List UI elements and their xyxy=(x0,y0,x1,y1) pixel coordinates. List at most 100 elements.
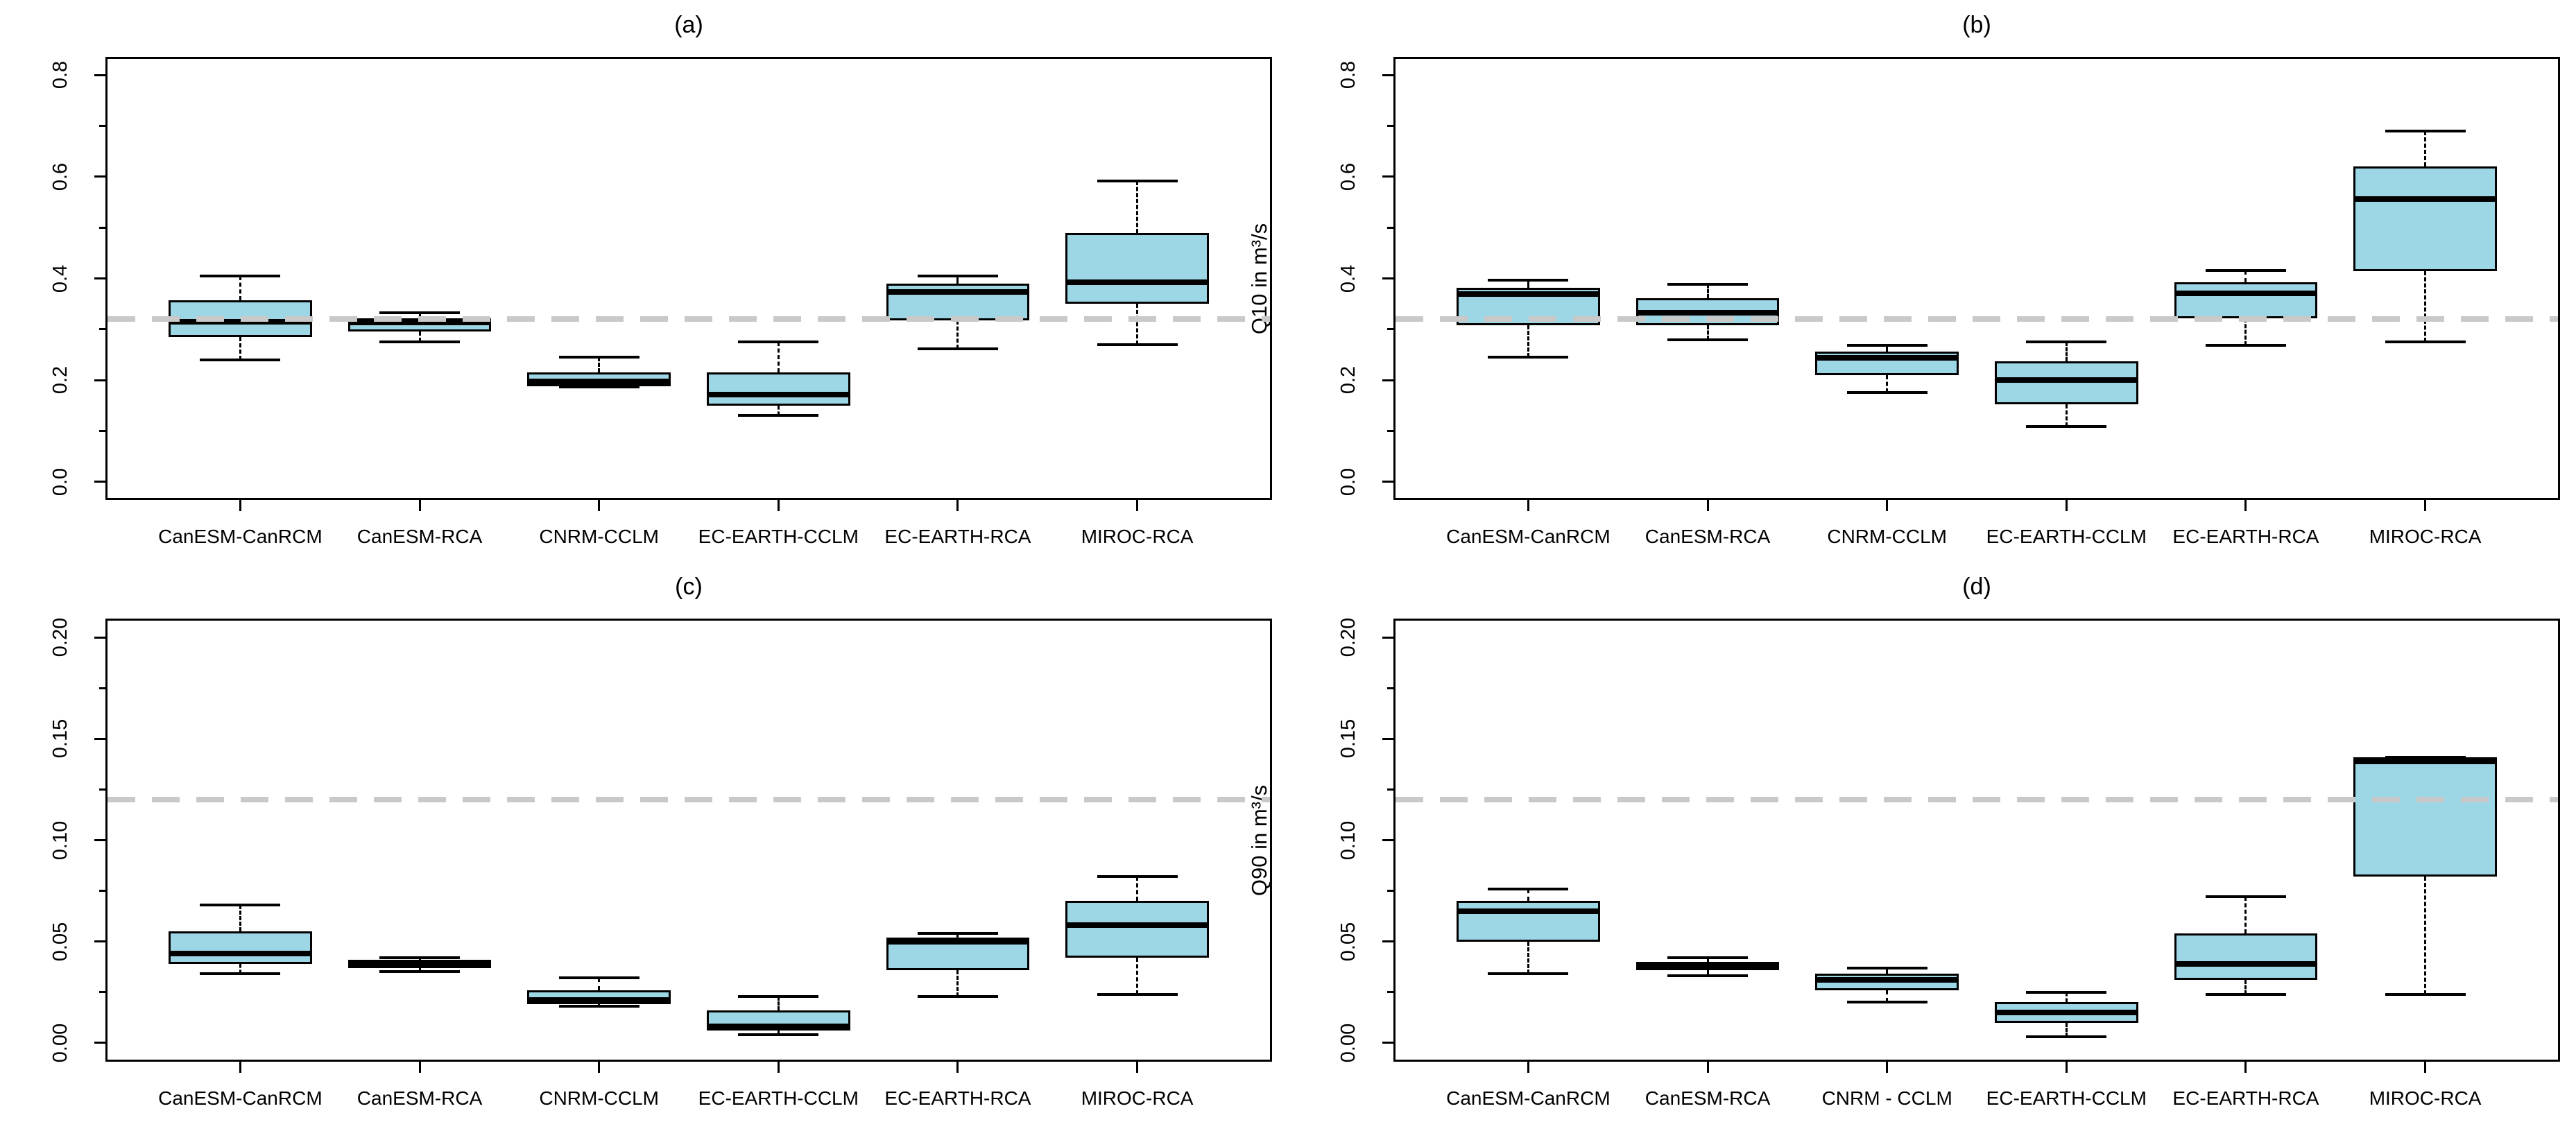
y-axis-title-d: Q90 in m³/s xyxy=(1247,784,1271,896)
panel-a: (a) Q10 in m³/s 0.0 0.2 0.4 0.6 0.8 CanESM-CanR… xyxy=(0,0,1288,569)
lower-whisker-stem xyxy=(418,331,421,343)
lower-whisker-cap xyxy=(2206,992,2286,996)
x-tick-label: EC-EARTH-CCLM xyxy=(1986,526,2147,547)
lower-whisker-cap xyxy=(558,1005,639,1008)
upper-whisker-cap xyxy=(738,994,819,998)
lower-whisker-cap xyxy=(200,972,281,976)
y-tick-label: 0.8 xyxy=(49,61,71,89)
lower-whisker-stem xyxy=(2424,270,2427,343)
x-tick-mark xyxy=(418,1062,421,1073)
lower-whisker-stem xyxy=(2065,1022,2068,1037)
median-line xyxy=(2353,196,2498,202)
lower-whisker-cap xyxy=(2026,1035,2107,1038)
box-MIROC-RCA xyxy=(1065,232,1210,304)
median-line xyxy=(1635,963,1780,969)
y-axis-title-b: Q10 in m³/s xyxy=(1247,223,1271,334)
x-tick-label: EC-EARTH-CCLM xyxy=(1986,1087,2147,1109)
x-tick-label: CNRM-CCLM xyxy=(1827,526,1947,547)
x-tick-mark xyxy=(239,1062,241,1073)
upper-whisker-stem xyxy=(239,275,241,300)
x-tick-mark xyxy=(418,500,421,511)
y-minor-tick-mark xyxy=(1387,687,1393,689)
y-tick-mark xyxy=(94,379,105,381)
y-tick-label: 0.2 xyxy=(49,365,71,395)
x-tick-mark xyxy=(2244,1062,2247,1073)
median-line xyxy=(1815,354,1959,361)
upper-whisker-stem xyxy=(598,978,601,990)
y-minor-tick-mark xyxy=(99,125,105,128)
x-tick-label: EC-EARTH-RCA xyxy=(2172,526,2319,547)
upper-whisker-cap xyxy=(558,976,639,980)
lower-whisker-stem xyxy=(1136,304,1139,345)
upper-whisker-cap xyxy=(738,340,819,344)
reference-dashed-line xyxy=(1396,797,2558,803)
lower-whisker-stem xyxy=(2244,980,2247,994)
median-line xyxy=(1065,922,1210,929)
median-line xyxy=(2353,758,2498,764)
x-tick-mark xyxy=(1706,1062,1709,1073)
lower-whisker-stem xyxy=(2424,877,2427,994)
x-tick-mark xyxy=(1136,500,1139,511)
upper-whisker-cap xyxy=(1846,966,1927,969)
y-minor-tick-mark xyxy=(99,429,105,432)
x-tick-mark xyxy=(777,1062,780,1073)
box-MIROC-RCA xyxy=(2353,166,2498,271)
median-line xyxy=(706,391,850,397)
x-tick-label: CNRM-CCLM xyxy=(539,1087,659,1109)
x-tick-mark xyxy=(598,1062,601,1073)
lower-whisker-cap xyxy=(1488,356,1569,359)
y-tick-label: 0.6 xyxy=(1337,162,1359,191)
lower-whisker-stem xyxy=(777,405,780,416)
x-tick-label: MIROC-RCA xyxy=(1081,526,1194,547)
lower-whisker-cap xyxy=(1488,972,1569,976)
lower-whisker-cap xyxy=(1097,992,1178,996)
y-tick-mark xyxy=(1382,175,1393,178)
x-tick-label: CanESM-RCA xyxy=(357,526,483,547)
panel-c: (c) Q90 in m³/s 0.00 0.05 0.10 0.15 0.20 CanESM… xyxy=(0,569,1288,1138)
x-tick-mark xyxy=(956,1062,959,1073)
y-tick-label: 0.4 xyxy=(49,264,71,293)
reference-dashed-line xyxy=(108,316,1270,322)
upper-whisker-stem xyxy=(2244,270,2247,282)
x-tick-label: CanESM-RCA xyxy=(1645,1087,1771,1109)
upper-whisker-stem xyxy=(1706,958,1709,962)
x-tick-label: EC-EARTH-RCA xyxy=(884,526,1031,547)
panel-title-b: (b) xyxy=(1962,12,1991,38)
upper-whisker-cap xyxy=(1488,887,1569,890)
y-minor-tick-mark xyxy=(1387,226,1393,229)
panel-d: (d) Q90 in m³/s 0.00 0.05 0.10 0.15 0.20 CanESM… xyxy=(1247,569,2576,1138)
lower-whisker-cap xyxy=(2385,992,2466,996)
lower-whisker-cap xyxy=(738,414,819,417)
x-tick-mark xyxy=(2424,1062,2427,1073)
x-tick-mark xyxy=(239,500,241,511)
lower-whisker-cap xyxy=(918,347,998,350)
y-tick-label: 0.20 xyxy=(1337,618,1359,657)
lower-whisker-stem xyxy=(1886,990,1889,1003)
upper-whisker-stem xyxy=(1136,877,1139,902)
lower-whisker-stem xyxy=(2065,404,2068,427)
x-tick-label: CanESM-CanRCM xyxy=(158,526,323,547)
x-tick-label: CNRM-CCLM xyxy=(539,526,659,547)
y-tick-mark xyxy=(1382,636,1393,639)
box-EC-EARTH-RCA xyxy=(2174,282,2318,318)
upper-whisker-stem xyxy=(1886,967,1889,974)
lower-whisker-cap xyxy=(558,386,639,389)
x-tick-mark xyxy=(956,500,959,511)
x-tick-label: MIROC-RCA xyxy=(1081,1087,1194,1109)
y-tick-label: 0.05 xyxy=(49,922,71,961)
median-line xyxy=(886,288,1030,295)
lower-whisker-stem xyxy=(1706,969,1709,976)
y-tick-label: 0.15 xyxy=(1337,719,1359,759)
y-tick-label: 0.10 xyxy=(1337,820,1359,860)
upper-whisker-cap xyxy=(1667,956,1748,959)
y-tick-label: 0.2 xyxy=(1337,365,1359,395)
y-tick-mark xyxy=(94,175,105,178)
y-tick-mark xyxy=(1382,379,1393,381)
upper-whisker-cap xyxy=(1846,344,1927,347)
median-line xyxy=(1065,279,1210,286)
lower-whisker-stem xyxy=(1136,958,1139,994)
upper-whisker-stem xyxy=(2244,897,2247,933)
x-tick-mark xyxy=(2424,500,2427,511)
x-tick-mark xyxy=(1527,500,1529,511)
lower-whisker-cap xyxy=(738,1033,819,1037)
